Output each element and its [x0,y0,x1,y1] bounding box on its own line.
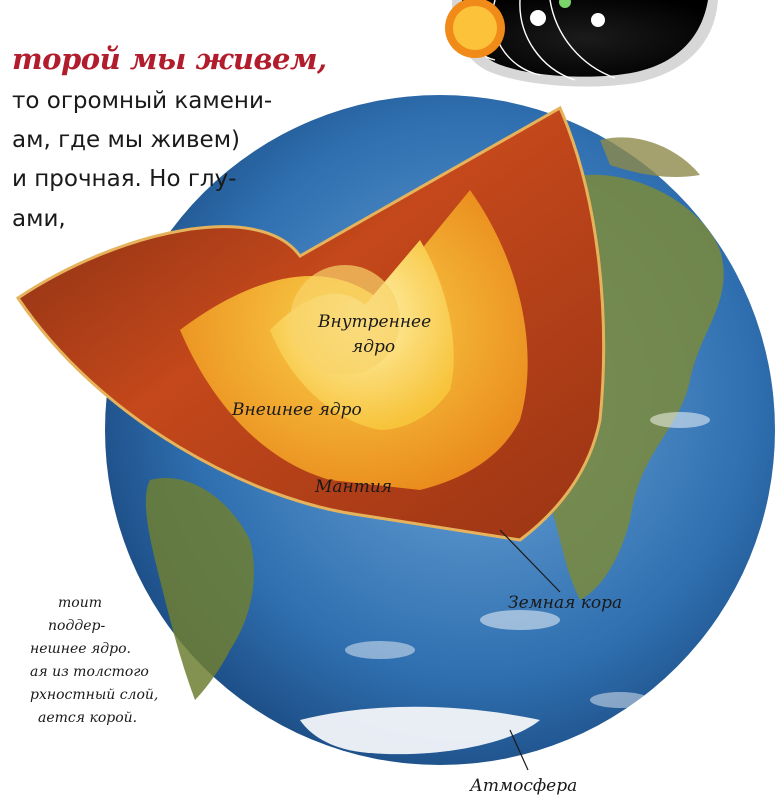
side-note-line-4: ая из толстого [30,664,149,680]
side-note-line-6: ается корой. [38,710,137,726]
solar-system-inset [445,0,718,87]
crust-label: Земная кора [508,593,622,613]
side-note-line-5: рхностный слой, [30,687,158,703]
side-note-line-2: поддер- [48,618,105,634]
outer-core-label: Внешнее ядро [232,400,362,420]
intro-line-3: и прочная. Но глу- [12,166,237,192]
intro-heading: торой мы живем, [12,42,327,76]
side-note-line-1: тоит [58,595,102,611]
intro-line-2: ам, где мы живем) [12,127,240,153]
side-note-line-3: нешнее ядро. [30,641,131,657]
atmosphere-label: Атмосфера [470,776,577,796]
intro-line-1: то огромный камени- [12,88,272,114]
inner-core-label-line-1: Внутреннее [318,312,431,332]
mantle-label: Мантия [315,477,392,497]
intro-line-4: ами, [12,206,66,232]
inner-core-label-line-2: ядро [352,337,395,357]
